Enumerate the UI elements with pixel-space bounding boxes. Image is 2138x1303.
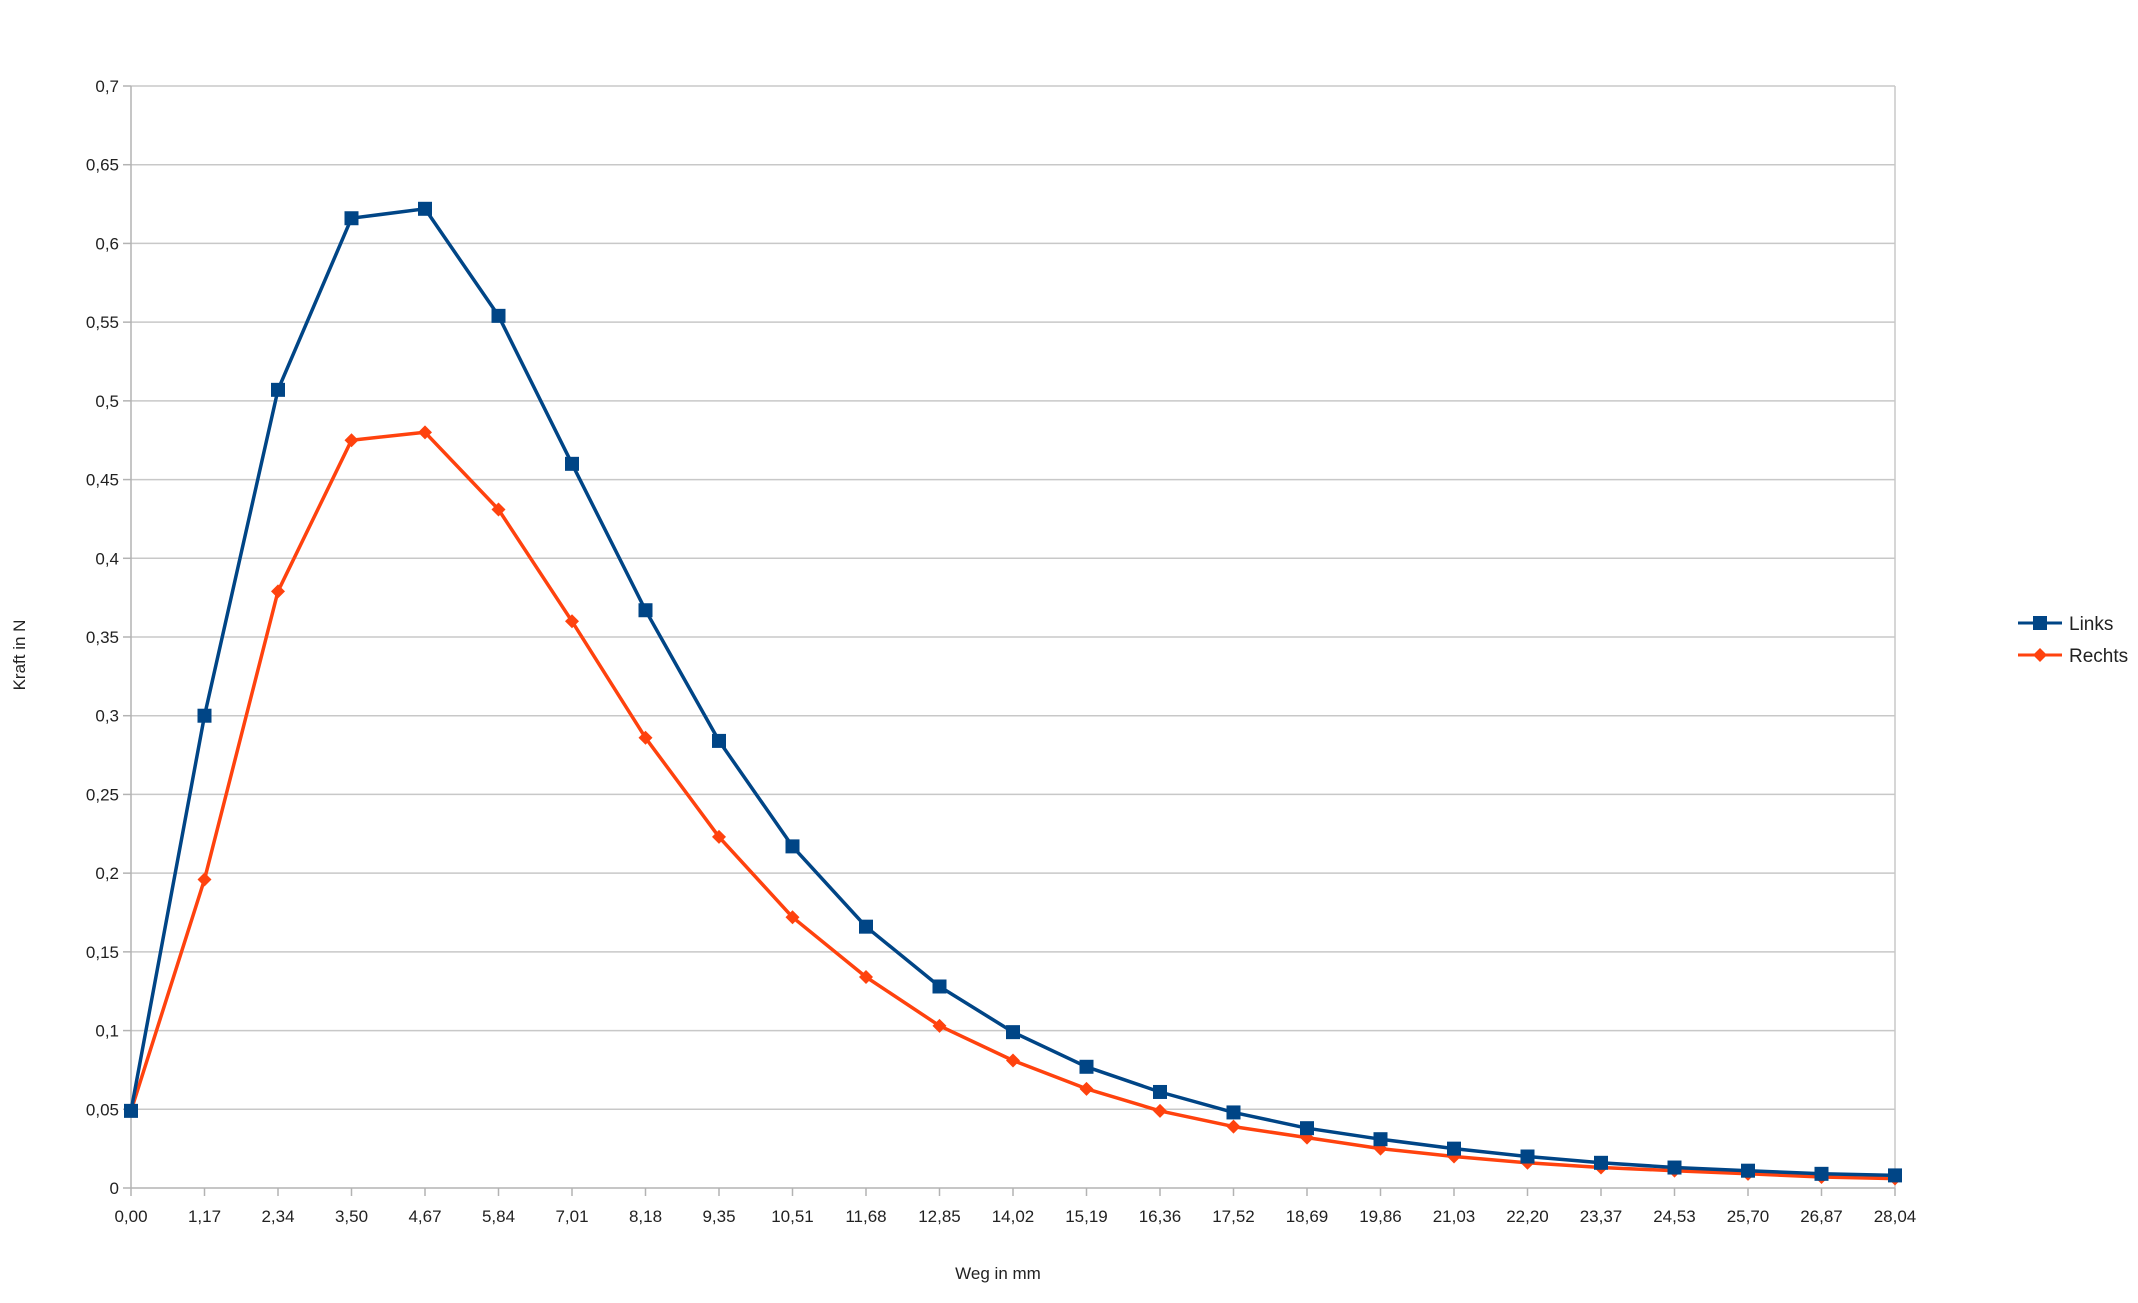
y-tick-label: 0,45 — [86, 471, 119, 490]
data-point-rechts — [1226, 1119, 1241, 1134]
data-point-links — [1520, 1149, 1535, 1164]
x-tick-label: 8,18 — [629, 1207, 662, 1226]
x-tick-label: 0,00 — [114, 1207, 147, 1226]
y-tick-label: 0,6 — [95, 234, 119, 253]
legend-label-rechts: Rechts — [2069, 646, 2128, 667]
data-point-links — [712, 733, 726, 748]
data-point-rechts — [785, 910, 800, 925]
x-axis-title: Weg in mm — [955, 1264, 1041, 1283]
x-tick-label: 9,35 — [702, 1207, 735, 1226]
x-tick-label: 22,20 — [1506, 1207, 1549, 1226]
data-point-links — [1006, 1025, 1020, 1040]
data-point-rechts — [344, 433, 359, 448]
y-tick-label: 0,35 — [86, 628, 119, 647]
data-point-rechts — [1153, 1103, 1167, 1118]
y-tick-label: 0,05 — [86, 1100, 119, 1119]
data-point-rechts — [1006, 1053, 1020, 1068]
x-tick-label: 3,50 — [335, 1207, 368, 1226]
y-tick-label: 0,15 — [86, 943, 119, 962]
x-tick-label: 12,85 — [918, 1207, 961, 1226]
x-tick-label: 16,36 — [1139, 1207, 1182, 1226]
y-tick-label: 0,7 — [95, 77, 119, 96]
grid-lines — [131, 85, 1896, 1188]
x-tick-label: 15,19 — [1065, 1207, 1108, 1226]
data-point-links — [1226, 1105, 1241, 1120]
data-point-links — [1373, 1132, 1388, 1147]
data-point-links — [638, 603, 653, 618]
x-tick-label: 14,02 — [992, 1207, 1035, 1226]
data-point-rechts — [859, 970, 873, 985]
data-point-links — [1153, 1084, 1167, 1099]
x-tick-label: 21,03 — [1433, 1207, 1476, 1226]
data-point-rechts — [1079, 1081, 1094, 1096]
x-tick-label: 4,67 — [408, 1207, 441, 1226]
x-tick-label: 26,87 — [1800, 1207, 1843, 1226]
data-point-links — [124, 1103, 138, 1118]
x-tick-labels: 0,00 1,17 2,34 3,50 4,67 5,84 7,01 8,18 9,35 10,5… — [114, 1207, 1916, 1226]
data-point-links — [1888, 1168, 1902, 1183]
data-point-rechts — [271, 584, 285, 599]
y-tick-label: 0,5 — [95, 392, 119, 411]
legend-label-links: Links — [2069, 614, 2113, 635]
data-point-links — [491, 308, 506, 323]
x-tick-label: 11,68 — [845, 1207, 886, 1226]
y-tick-label: 0,25 — [86, 785, 119, 804]
data-point-rechts — [932, 1018, 947, 1033]
y-axis-title: Kraft in N — [10, 620, 29, 691]
y-tick-labels: 0 0,05 0,1 0,15 0,2 0,25 0,3 0,35 0,4 0,45 0,5 0,55… — [86, 77, 119, 1198]
data-point-links — [785, 839, 800, 854]
data-point-rechts — [197, 872, 212, 887]
y-tick-label: 0,3 — [95, 707, 119, 726]
x-tick-label: 2,34 — [261, 1207, 294, 1226]
y-tick-label: 0,65 — [86, 156, 119, 175]
legend-item-rechts: Rechts — [2018, 646, 2128, 667]
data-point-links — [1300, 1121, 1314, 1136]
axes — [123, 85, 1896, 1196]
data-point-rechts — [565, 614, 579, 629]
data-point-links — [565, 456, 579, 471]
data-point-links — [1594, 1155, 1608, 1170]
series-links — [124, 201, 1902, 1183]
y-tick-label: 0,55 — [86, 313, 119, 332]
data-point-rechts — [418, 425, 432, 440]
y-tick-label: 0,4 — [95, 549, 119, 568]
y-tick-label: 0,1 — [95, 1022, 119, 1041]
data-point-links — [197, 708, 212, 723]
x-tick-label: 18,69 — [1286, 1207, 1329, 1226]
data-point-rechts — [712, 829, 726, 844]
y-tick-label: 0,2 — [95, 864, 119, 883]
x-tick-label: 7,01 — [555, 1207, 588, 1226]
x-tick-label: 19,86 — [1359, 1207, 1402, 1226]
legend-marker-links — [2033, 616, 2047, 630]
data-point-links — [418, 201, 432, 216]
x-tick-label: 1,17 — [188, 1207, 221, 1226]
data-point-rechts — [491, 502, 506, 517]
data-point-links — [344, 211, 359, 226]
data-point-links — [1814, 1166, 1829, 1181]
data-point-links — [932, 979, 947, 994]
x-tick-label: 23,37 — [1580, 1207, 1623, 1226]
legend-item-links: Links — [2018, 614, 2113, 635]
data-point-links — [859, 919, 873, 934]
x-tick-label: 5,84 — [482, 1207, 515, 1226]
data-point-links — [1447, 1141, 1461, 1156]
data-point-rechts — [638, 730, 653, 745]
data-point-links — [1079, 1059, 1094, 1074]
x-tick-label: 28,04 — [1874, 1207, 1917, 1226]
series-rechts — [124, 425, 1902, 1186]
legend-marker-rechts — [2033, 648, 2047, 662]
data-point-links — [1667, 1160, 1682, 1175]
y-tick-label: 0 — [110, 1179, 119, 1198]
x-tick-label: 25,70 — [1727, 1207, 1770, 1226]
data-series — [124, 201, 1902, 1186]
data-point-links — [271, 382, 285, 397]
x-tick-label: 10,51 — [771, 1207, 814, 1226]
x-tick-label: 17,52 — [1212, 1207, 1255, 1226]
data-point-links — [1741, 1163, 1755, 1178]
x-tick-label: 24,53 — [1653, 1207, 1696, 1226]
legend: Links Rechts — [2018, 614, 2128, 667]
